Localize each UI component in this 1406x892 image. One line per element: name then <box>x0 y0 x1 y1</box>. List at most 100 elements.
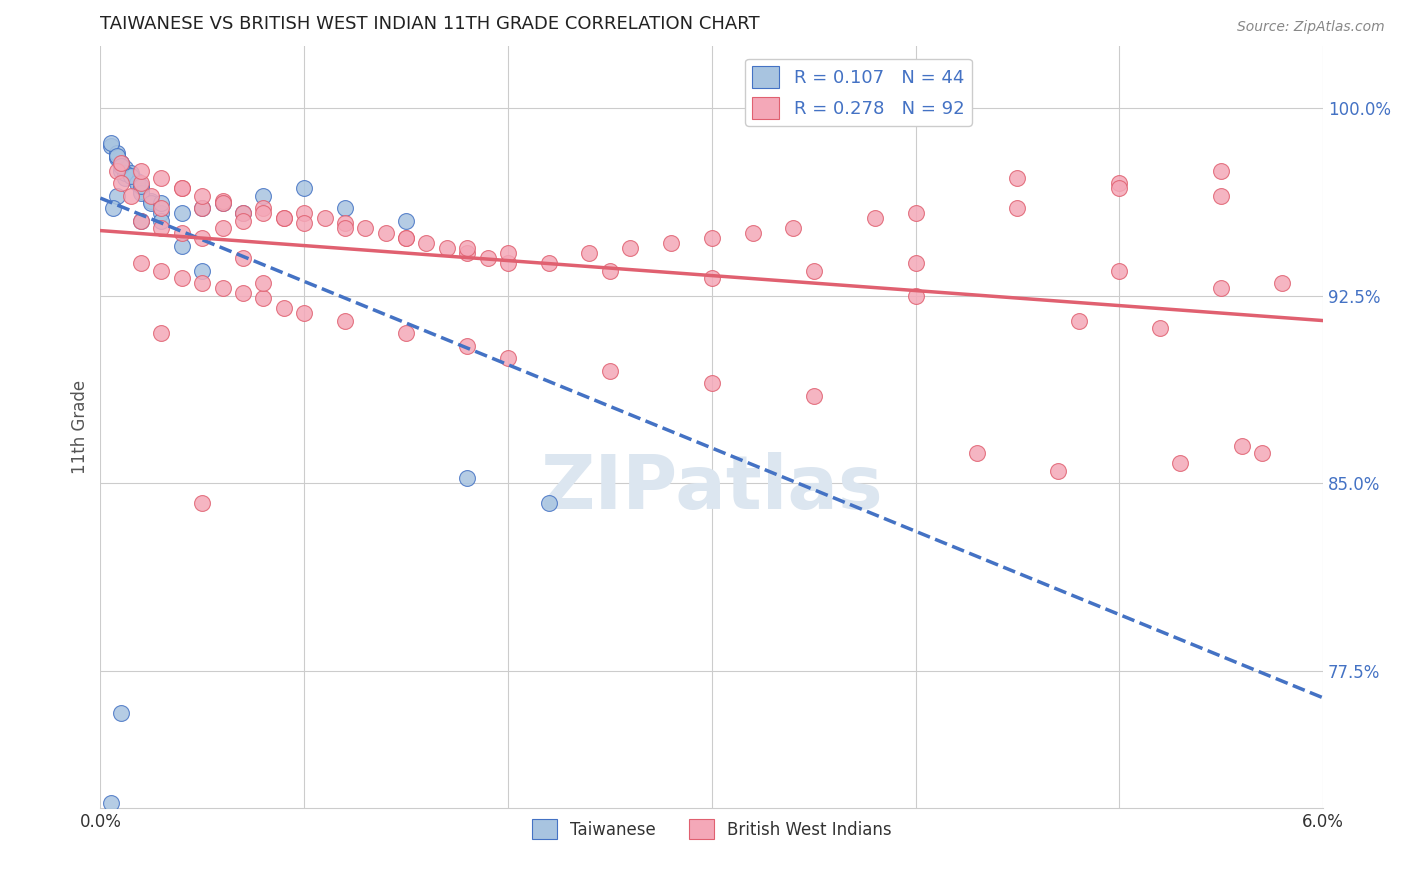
Point <box>904 206 927 220</box>
Point <box>100 797 122 811</box>
Point <box>150 171 173 186</box>
Point <box>105 163 128 178</box>
Point <box>333 216 356 230</box>
Point <box>120 169 142 183</box>
Point <box>232 252 254 266</box>
Point <box>114 171 136 186</box>
Point <box>599 364 621 378</box>
Point <box>232 213 254 227</box>
Point <box>211 194 233 208</box>
Point <box>456 246 478 260</box>
Point <box>456 339 478 353</box>
Point <box>395 231 418 245</box>
Point <box>333 314 356 328</box>
Point <box>252 188 274 202</box>
Point <box>374 226 396 240</box>
Point <box>782 221 804 235</box>
Point <box>100 136 122 151</box>
Point <box>292 206 315 220</box>
Point <box>129 178 152 193</box>
Point <box>110 156 132 170</box>
Text: ZIPatlas: ZIPatlas <box>540 451 883 524</box>
Point <box>129 213 152 227</box>
Point <box>1271 277 1294 291</box>
Point <box>191 188 214 202</box>
Point <box>803 264 825 278</box>
Point <box>125 176 148 190</box>
Point <box>1211 188 1233 202</box>
Point <box>496 256 519 270</box>
Point <box>120 169 142 183</box>
Point <box>105 149 128 163</box>
Point <box>191 496 214 510</box>
Point <box>101 201 124 215</box>
Point <box>415 236 437 251</box>
Point <box>496 351 519 366</box>
Point <box>537 256 560 270</box>
Point <box>211 281 233 295</box>
Point <box>232 206 254 220</box>
Point <box>150 326 173 341</box>
Point <box>395 231 418 245</box>
Point <box>741 226 763 240</box>
Point <box>105 188 128 202</box>
Point <box>129 213 152 227</box>
Point <box>150 213 173 227</box>
Point <box>1067 314 1090 328</box>
Point <box>496 246 519 260</box>
Point <box>252 291 274 305</box>
Point <box>292 306 315 320</box>
Point <box>170 181 193 195</box>
Point <box>170 206 193 220</box>
Text: TAIWANESE VS BRITISH WEST INDIAN 11TH GRADE CORRELATION CHART: TAIWANESE VS BRITISH WEST INDIAN 11TH GR… <box>100 15 761 33</box>
Point <box>904 289 927 303</box>
Point <box>141 188 163 202</box>
Point <box>1108 176 1130 190</box>
Point <box>456 471 478 485</box>
Point <box>191 264 214 278</box>
Point <box>333 221 356 235</box>
Point <box>273 211 295 226</box>
Point <box>170 238 193 252</box>
Point <box>252 277 274 291</box>
Point <box>170 226 193 240</box>
Text: Source: ZipAtlas.com: Source: ZipAtlas.com <box>1237 20 1385 34</box>
Point <box>191 231 214 245</box>
Point <box>904 256 927 270</box>
Point <box>170 181 193 195</box>
Point <box>110 156 132 170</box>
Point <box>863 211 886 226</box>
Point <box>114 161 136 176</box>
Point <box>232 286 254 301</box>
Point <box>114 166 136 180</box>
Y-axis label: 11th Grade: 11th Grade <box>72 380 89 475</box>
Point <box>803 389 825 403</box>
Point <box>120 166 142 180</box>
Point <box>314 211 336 226</box>
Point <box>211 196 233 211</box>
Point <box>141 196 163 211</box>
Point <box>1108 181 1130 195</box>
Point <box>150 201 173 215</box>
Point <box>150 206 173 220</box>
Point <box>105 151 128 165</box>
Point <box>1211 281 1233 295</box>
Point <box>659 236 682 251</box>
Point <box>150 221 173 235</box>
Point <box>110 176 132 190</box>
Point <box>599 264 621 278</box>
Point <box>129 256 152 270</box>
Point <box>700 376 723 391</box>
Point <box>110 159 132 173</box>
Legend: Taiwanese, British West Indians: Taiwanese, British West Indians <box>524 813 898 846</box>
Point <box>191 277 214 291</box>
Point <box>273 211 295 226</box>
Point <box>477 252 499 266</box>
Point <box>537 496 560 510</box>
Point <box>273 301 295 316</box>
Point <box>105 149 128 163</box>
Point <box>170 271 193 285</box>
Point <box>232 206 254 220</box>
Point <box>211 196 233 211</box>
Point <box>1047 464 1070 478</box>
